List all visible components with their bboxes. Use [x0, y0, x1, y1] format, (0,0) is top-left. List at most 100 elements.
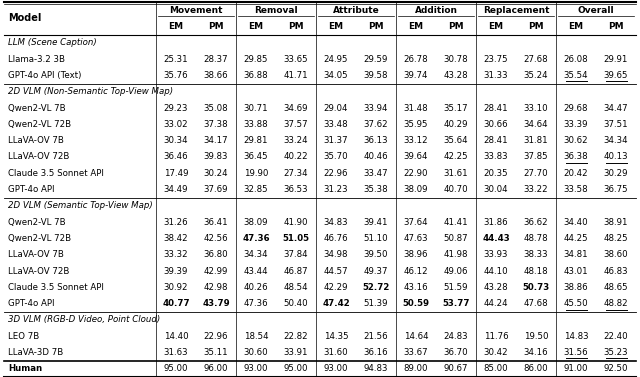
Text: 43.79: 43.79	[202, 299, 230, 308]
Text: 30.29: 30.29	[604, 169, 628, 178]
Text: 39.64: 39.64	[404, 152, 428, 161]
Text: 35.64: 35.64	[444, 136, 468, 145]
Text: 48.54: 48.54	[284, 283, 308, 292]
Text: 34.34: 34.34	[244, 250, 268, 259]
Text: Replacement: Replacement	[483, 6, 549, 15]
Text: 26.78: 26.78	[404, 55, 428, 64]
Text: 24.95: 24.95	[324, 55, 348, 64]
Text: 33.10: 33.10	[524, 104, 548, 113]
Text: 31.86: 31.86	[484, 218, 508, 227]
Text: 34.83: 34.83	[324, 218, 348, 227]
Text: 86.00: 86.00	[524, 364, 548, 373]
Text: 29.91: 29.91	[604, 55, 628, 64]
Text: 42.56: 42.56	[204, 234, 228, 243]
Text: 92.50: 92.50	[604, 364, 628, 373]
Text: 36.45: 36.45	[244, 152, 268, 161]
Text: 2D VLM (Non-Semantic Top-View Map): 2D VLM (Non-Semantic Top-View Map)	[8, 87, 173, 96]
Text: 31.63: 31.63	[164, 348, 188, 357]
Text: 28.41: 28.41	[484, 136, 508, 145]
Text: 21.56: 21.56	[364, 332, 388, 341]
Text: 17.49: 17.49	[164, 169, 188, 178]
Text: 93.00: 93.00	[324, 364, 348, 373]
Text: 95.00: 95.00	[164, 364, 188, 373]
Text: 33.02: 33.02	[164, 120, 188, 129]
Text: 35.38: 35.38	[364, 185, 388, 194]
Text: 29.68: 29.68	[564, 104, 588, 113]
Text: 37.62: 37.62	[364, 120, 388, 129]
Text: 18.54: 18.54	[244, 332, 268, 341]
Text: Claude 3.5 Sonnet API: Claude 3.5 Sonnet API	[8, 169, 104, 178]
Text: 50.40: 50.40	[284, 299, 308, 308]
Text: EM: EM	[408, 22, 424, 31]
Text: 36.62: 36.62	[524, 218, 548, 227]
Text: 40.46: 40.46	[364, 152, 388, 161]
Text: EM: EM	[168, 22, 184, 31]
Text: 47.42: 47.42	[322, 299, 350, 308]
Text: 2D VLM (Semantic Top-View Map): 2D VLM (Semantic Top-View Map)	[8, 201, 153, 210]
Text: 30.04: 30.04	[484, 185, 508, 194]
Text: 33.47: 33.47	[364, 169, 388, 178]
Text: 30.92: 30.92	[164, 283, 188, 292]
Text: EM: EM	[568, 22, 584, 31]
Text: 50.87: 50.87	[444, 234, 468, 243]
Text: 39.58: 39.58	[364, 71, 388, 80]
Text: 43.16: 43.16	[404, 283, 428, 292]
Text: 48.25: 48.25	[604, 234, 628, 243]
Text: 38.60: 38.60	[604, 250, 628, 259]
Text: 26.08: 26.08	[564, 55, 588, 64]
Text: 39.74: 39.74	[404, 71, 428, 80]
Text: Attribute: Attribute	[333, 6, 380, 15]
Text: 35.11: 35.11	[204, 348, 228, 357]
Text: 31.61: 31.61	[444, 169, 468, 178]
Text: 37.64: 37.64	[404, 218, 428, 227]
Text: LLaVA-OV 7B: LLaVA-OV 7B	[8, 250, 64, 259]
Text: 33.39: 33.39	[564, 120, 588, 129]
Text: 35.24: 35.24	[524, 71, 548, 80]
Text: 37.38: 37.38	[204, 120, 228, 129]
Text: 38.91: 38.91	[604, 218, 628, 227]
Text: 33.88: 33.88	[244, 120, 268, 129]
Text: 39.65: 39.65	[604, 71, 628, 80]
Text: 40.13: 40.13	[604, 152, 628, 161]
Text: 19.90: 19.90	[244, 169, 268, 178]
Text: 49.06: 49.06	[444, 267, 468, 276]
Text: 42.99: 42.99	[204, 267, 228, 276]
Text: 36.38: 36.38	[564, 152, 588, 161]
Text: 51.10: 51.10	[364, 234, 388, 243]
Text: 38.42: 38.42	[164, 234, 188, 243]
Text: 46.12: 46.12	[404, 267, 428, 276]
Text: 95.00: 95.00	[284, 364, 308, 373]
Text: LLaVA-OV 7B: LLaVA-OV 7B	[8, 136, 64, 145]
Text: 37.85: 37.85	[524, 152, 548, 161]
Text: 48.78: 48.78	[524, 234, 548, 243]
Text: Llama-3.2 3B: Llama-3.2 3B	[8, 55, 65, 64]
Text: 36.53: 36.53	[284, 185, 308, 194]
Text: LLM (Scene Caption): LLM (Scene Caption)	[8, 38, 97, 48]
Text: Movement: Movement	[169, 6, 223, 15]
Text: LEO 7B: LEO 7B	[8, 332, 39, 341]
Text: 36.16: 36.16	[364, 348, 388, 357]
Text: Claude 3.5 Sonnet API: Claude 3.5 Sonnet API	[8, 283, 104, 292]
Text: 31.26: 31.26	[164, 218, 188, 227]
Text: LLaVA-OV 72B: LLaVA-OV 72B	[8, 267, 69, 276]
Text: 47.63: 47.63	[404, 234, 428, 243]
Text: 29.85: 29.85	[244, 55, 268, 64]
Text: 33.91: 33.91	[284, 348, 308, 357]
Text: 41.90: 41.90	[284, 218, 308, 227]
Text: 37.84: 37.84	[284, 250, 308, 259]
Text: 33.22: 33.22	[524, 185, 548, 194]
Text: PM: PM	[528, 22, 544, 31]
Text: 33.24: 33.24	[284, 136, 308, 145]
Text: 27.68: 27.68	[524, 55, 548, 64]
Text: 40.22: 40.22	[284, 152, 308, 161]
Text: 33.93: 33.93	[484, 250, 508, 259]
Text: 36.80: 36.80	[204, 250, 228, 259]
Text: 41.71: 41.71	[284, 71, 308, 80]
Text: 33.58: 33.58	[564, 185, 588, 194]
Text: 27.34: 27.34	[284, 169, 308, 178]
Text: 30.71: 30.71	[244, 104, 268, 113]
Text: Qwen2-VL 7B: Qwen2-VL 7B	[8, 218, 66, 227]
Text: 36.88: 36.88	[244, 71, 268, 80]
Text: 34.17: 34.17	[204, 136, 228, 145]
Text: 31.23: 31.23	[324, 185, 348, 194]
